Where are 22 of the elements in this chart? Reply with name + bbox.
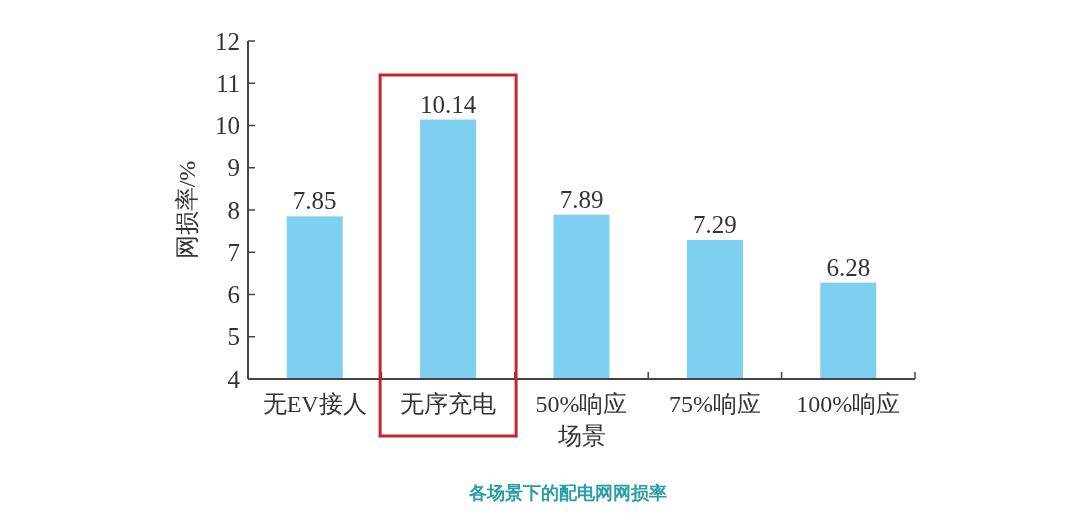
x-axis-title: 场景 [556, 423, 606, 449]
x-tick-label: 无EV接人 [262, 391, 367, 417]
y-tick-label: 4 [227, 365, 241, 393]
y-tick-label: 10 [215, 112, 240, 139]
data-label: 7.89 [559, 185, 604, 213]
x-tick-label: 50%响应 [535, 391, 628, 417]
text: 各场景下的配电网网损率 [468, 482, 667, 503]
data-label: 10.14 [419, 90, 477, 118]
y-axis-title: 网损率/% [174, 160, 200, 260]
x-tick-label: 100%响应 [796, 391, 901, 417]
y-tick-label: 6 [227, 281, 240, 308]
x-tick-label: 75%响应 [668, 391, 761, 417]
y-tick-label: 11 [215, 69, 240, 97]
data-label: 7.85 [292, 187, 337, 215]
y-tick-label: 9 [227, 154, 240, 182]
y-tick-label: 12 [215, 27, 240, 55]
x-tick-label: 无序充电 [400, 391, 497, 417]
data-label: 7.29 [693, 211, 737, 238]
y-tick-label: 8 [227, 196, 240, 224]
data-label: 6.28 [826, 253, 871, 281]
y-tick-label: 7 [227, 238, 240, 266]
y-tick-label: 5 [227, 323, 240, 351]
